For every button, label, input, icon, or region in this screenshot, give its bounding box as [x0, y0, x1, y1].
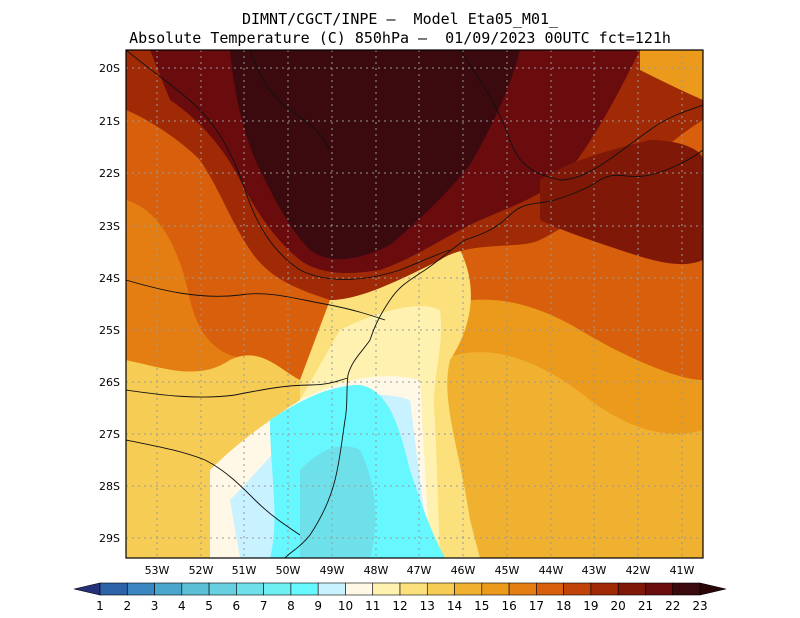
colorbar-segment [617, 582, 646, 596]
colorbar-label: 7 [260, 599, 268, 613]
state-border-mid [126, 279, 386, 321]
map-frame [125, 49, 704, 559]
colorbar-label: 11 [365, 599, 380, 613]
latitude-labels: 20S 21S 22S 23S 24S 25S 26S 27S 28S 29S [99, 62, 120, 545]
temperature-field [126, 50, 703, 558]
lon-label: 50W [276, 564, 301, 577]
state-border-sc [126, 377, 349, 398]
colorbar-arrow-right [699, 582, 727, 596]
colorbar-segment [672, 582, 701, 596]
field-gold-east [440, 352, 703, 558]
lat-label: 28S [99, 480, 120, 493]
colorbar-label: 8 [287, 599, 295, 613]
field-orange-northeast [640, 50, 703, 100]
colorbar-label: 22 [665, 599, 680, 613]
lat-label: 21S [99, 115, 120, 128]
colorbar-segment [481, 582, 510, 596]
country-border [126, 439, 301, 536]
lat-label: 22S [99, 167, 120, 180]
field-maroon-core [230, 50, 520, 260]
colorbar-label: 12 [392, 599, 407, 613]
lon-label: 43W [582, 564, 607, 577]
colorbar-segment [154, 582, 183, 596]
colorbar-label: 4 [178, 599, 186, 613]
lon-label: 44W [539, 564, 564, 577]
colorbar-label: 19 [583, 599, 598, 613]
longitude-labels: 53W 52W 51W 50W 49W 48W 47W 46W 45W 44W … [145, 564, 695, 577]
colorbar-label: 14 [447, 599, 462, 613]
colorbar-segment [317, 582, 346, 596]
river-parana [249, 50, 331, 151]
colorbar-label: 9 [314, 599, 322, 613]
colorbar-label: 5 [205, 599, 213, 613]
colorbar-label: 1 [96, 599, 104, 613]
colorbar-arrow-left [73, 582, 101, 596]
lat-label: 23S [99, 220, 120, 233]
lon-label: 48W [364, 564, 389, 577]
colorbar-segment [645, 582, 674, 596]
colorbar-segment [454, 582, 483, 596]
state-border-north [126, 50, 451, 280]
lon-label: 49W [320, 564, 345, 577]
colorbar-segment [290, 582, 319, 596]
colorbar-segment [399, 582, 428, 596]
coastline-borders [126, 50, 703, 558]
grid-lines [126, 50, 703, 558]
lat-label: 20S [99, 62, 120, 75]
colorbar-segment [563, 582, 592, 596]
coastline [284, 149, 703, 558]
lon-label: 53W [145, 564, 170, 577]
colorbar-label: 20 [611, 599, 626, 613]
field-cyan-inner [300, 446, 376, 558]
colorbar-label: 10 [338, 599, 353, 613]
colorbar-label: 6 [233, 599, 241, 613]
colorbar-segment [263, 582, 292, 596]
lon-label: 42W [626, 564, 651, 577]
chart-title-line2: Absolute Temperature (C) 850hPa — 01/09/… [129, 29, 671, 47]
colorbar-label: 17 [529, 599, 544, 613]
lat-label: 27S [99, 428, 120, 441]
colorbar-segment [126, 582, 155, 596]
lat-label: 24S [99, 272, 120, 285]
colorbar-label: 3 [151, 599, 159, 613]
lat-label: 25S [99, 324, 120, 337]
chart-title-line1: DIMNT/CGCT/INPE — Model Eta05_M01_ [241, 10, 559, 28]
colorbar-label: 15 [474, 599, 489, 613]
colorbar-label: 13 [420, 599, 435, 613]
colorbar-segment [208, 582, 237, 596]
colorbar-segment [508, 582, 537, 596]
lon-label: 51W [232, 564, 257, 577]
colorbar-segment [372, 582, 401, 596]
colorbar-segment [345, 582, 374, 596]
lon-label: 47W [407, 564, 432, 577]
colorbar-label: 18 [556, 599, 571, 613]
state-border-mg [459, 50, 703, 181]
colorbar-segment [99, 582, 128, 596]
colorbar-segment [590, 582, 619, 596]
lon-label: 41W [670, 564, 695, 577]
colorbar-label: 16 [501, 599, 516, 613]
colorbar-label: 2 [123, 599, 131, 613]
colorbar-segment [426, 582, 455, 596]
lat-label: 29S [99, 532, 120, 545]
lat-label: 26S [99, 376, 120, 389]
colorbar-label: 21 [638, 599, 653, 613]
colorbar-segment [181, 582, 210, 596]
colorbar-segment [236, 582, 264, 596]
lon-label: 52W [189, 564, 214, 577]
lon-label: 46W [451, 564, 476, 577]
colorbar: 1 2 3 4 5 6 7 8 9 10 11 12 13 14 15 16 17 18 19 20 21 22 23 [73, 582, 727, 613]
colorbar-label: 23 [692, 599, 707, 613]
colorbar-segment [536, 582, 564, 596]
lon-label: 45W [495, 564, 520, 577]
